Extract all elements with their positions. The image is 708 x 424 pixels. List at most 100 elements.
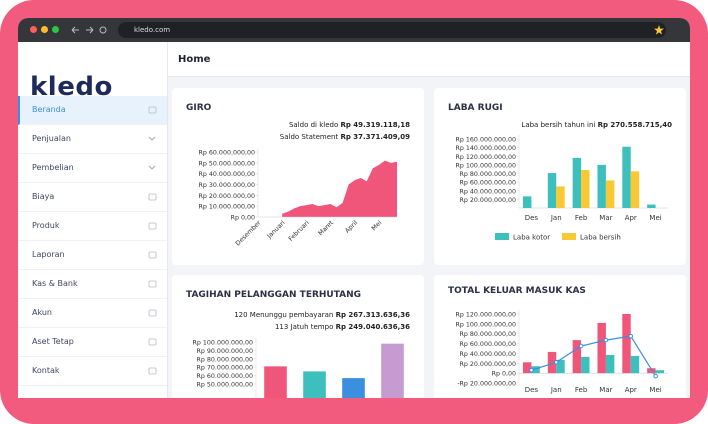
y-tick-label: Rp 60.000.000,00 (460, 341, 516, 348)
line-point (578, 343, 584, 349)
close-dot[interactable] (30, 26, 37, 33)
x-tick-label: Des (525, 214, 539, 222)
icon-shape (148, 193, 157, 201)
bar (547, 173, 557, 208)
x-tick-label: Februari (287, 219, 310, 242)
x-tick-label: Mar (599, 386, 612, 394)
card-note: Laba bersih tahun ini Rp 270.558.715,40 (521, 121, 672, 129)
menu-item[interactable]: Kas & Bank (18, 270, 167, 299)
menu-icon (148, 280, 157, 288)
icon-shape (148, 367, 157, 375)
menu-item[interactable]: Akun (18, 299, 167, 328)
x-tick-label: April (344, 219, 359, 234)
icon-shape (148, 106, 157, 114)
y-tick-label: Rp 100.000.000,00 (193, 340, 253, 347)
bar (581, 356, 590, 374)
x-tick-label: Des (525, 386, 539, 394)
bar (572, 340, 582, 374)
minimize-dot[interactable] (41, 26, 48, 33)
line (531, 335, 657, 377)
bar (655, 370, 665, 374)
bar (531, 366, 540, 374)
menu-label: Beranda (32, 105, 66, 114)
y-tick-label: Rp 60.000.000,00 (197, 373, 253, 380)
note-label: Saldo Statement (280, 133, 339, 141)
y-tick-label: Rp 120.000.000,00 (456, 312, 516, 319)
card: GIRO Saldo di kledo Rp 49.319.118,18 Saldo… (172, 88, 424, 265)
note-amount: Rp 37.371.409,09 (340, 133, 410, 141)
menu-label: Aset Tetap (32, 337, 74, 346)
menu-icon (148, 165, 156, 170)
menu-item[interactable]: Laporan (18, 241, 167, 270)
x-tick-label: Mei (649, 386, 661, 394)
x-tick-label: Apr (625, 214, 637, 222)
menu-label: Biaya (32, 192, 55, 201)
url-bar[interactable]: kledo.com (118, 22, 666, 38)
y-tick-label: Rp 60.000.000,00 (460, 180, 516, 187)
bar (556, 186, 565, 208)
bar (342, 378, 365, 398)
note-amount: Rp 49.319.118,18 (340, 121, 410, 129)
icon-shape (148, 309, 157, 317)
menu-item[interactable]: Penjualan (18, 125, 167, 154)
menu-item[interactable]: Kontak (18, 357, 167, 386)
maximize-dot[interactable] (52, 26, 59, 33)
y-tick-label: Rp 100.000.000,00 (456, 162, 516, 169)
menu-icon (148, 136, 156, 141)
menu-label: Kas & Bank (32, 279, 78, 288)
menu-item[interactable]: Pembelian (18, 154, 167, 183)
bar (303, 371, 326, 398)
y-tick-label: Rp 40.000.000,00 (199, 171, 255, 178)
x-tick-label: Desember (234, 219, 262, 247)
menu-item[interactable]: Beranda (18, 96, 167, 125)
y-tick-label: Rp 140.000.000,00 (456, 145, 516, 152)
line-point (603, 337, 609, 343)
y-tick-label: Rp 80.000.000,00 (197, 356, 253, 363)
area (282, 160, 397, 217)
bar (605, 180, 615, 208)
sidebar: kledo Beranda Penjualan Pembelian Biaya Prod… (18, 42, 168, 398)
y-tick-label: Rp 100.000.000,00 (456, 321, 516, 328)
y-tick-label: Rp 10.000.000,00 (199, 204, 255, 211)
y-tick-label: Rp 0,00 (492, 371, 516, 378)
chevron (148, 136, 156, 141)
menu-item[interactable]: Biaya (18, 183, 167, 212)
card-svg: TAGIHAN PELANGGAN TERHUTANG 120 Menunggu … (186, 290, 410, 398)
bar (522, 196, 532, 208)
menu-icon (148, 251, 157, 259)
bar (572, 157, 582, 208)
line-point (553, 360, 559, 365)
y-tick-label: Rp 70.000.000,00 (197, 365, 253, 372)
card-svg: LABA RUGI Laba bersih tahun ini Rp 270.55… (448, 103, 672, 242)
icon-shape (148, 222, 157, 230)
legend-label: Laba kotor (513, 234, 550, 242)
legend-label: Laba bersih (580, 234, 621, 242)
menu-item[interactable]: Aset Tetap (18, 328, 167, 357)
bar (622, 146, 631, 208)
bar (630, 355, 640, 374)
menu-icon (148, 193, 157, 201)
card-title: TAGIHAN PELANGGAN TERHUTANG (186, 290, 361, 300)
y-tick-label: Rp 20.000.000,00 (460, 197, 516, 204)
menu-item[interactable]: Produk (18, 212, 167, 241)
bar (622, 314, 631, 374)
y-tick-label: Rp 90.000.000,00 (197, 348, 253, 355)
bar (647, 368, 656, 374)
card-title: GIRO (186, 103, 212, 113)
browser-bar: kledo.com (18, 18, 690, 42)
menu-icon (148, 106, 157, 114)
card-note: Saldo Statement Rp 37.371.409,09 (280, 133, 410, 141)
menu-label: Kontak (32, 366, 60, 375)
star-icon[interactable] (654, 25, 664, 35)
bar (597, 322, 606, 374)
y-tick-label: Rp 80.000.000,00 (460, 171, 516, 178)
note-label: Laba bersih tahun ini (521, 121, 595, 129)
card-note: 120 Menunggu pembayaran Rp 267.313.636,3… (234, 311, 410, 319)
x-tick-label: Feb (575, 214, 588, 222)
y-tick-label: Rp 50.000.000,00 (197, 382, 253, 389)
note-label: Saldo di kledo (289, 121, 338, 129)
bar (381, 343, 404, 398)
x-tick-label: Maret (317, 219, 335, 237)
y-tick-label: Rp 0,00 (231, 215, 255, 222)
legend-swatch (495, 233, 509, 240)
